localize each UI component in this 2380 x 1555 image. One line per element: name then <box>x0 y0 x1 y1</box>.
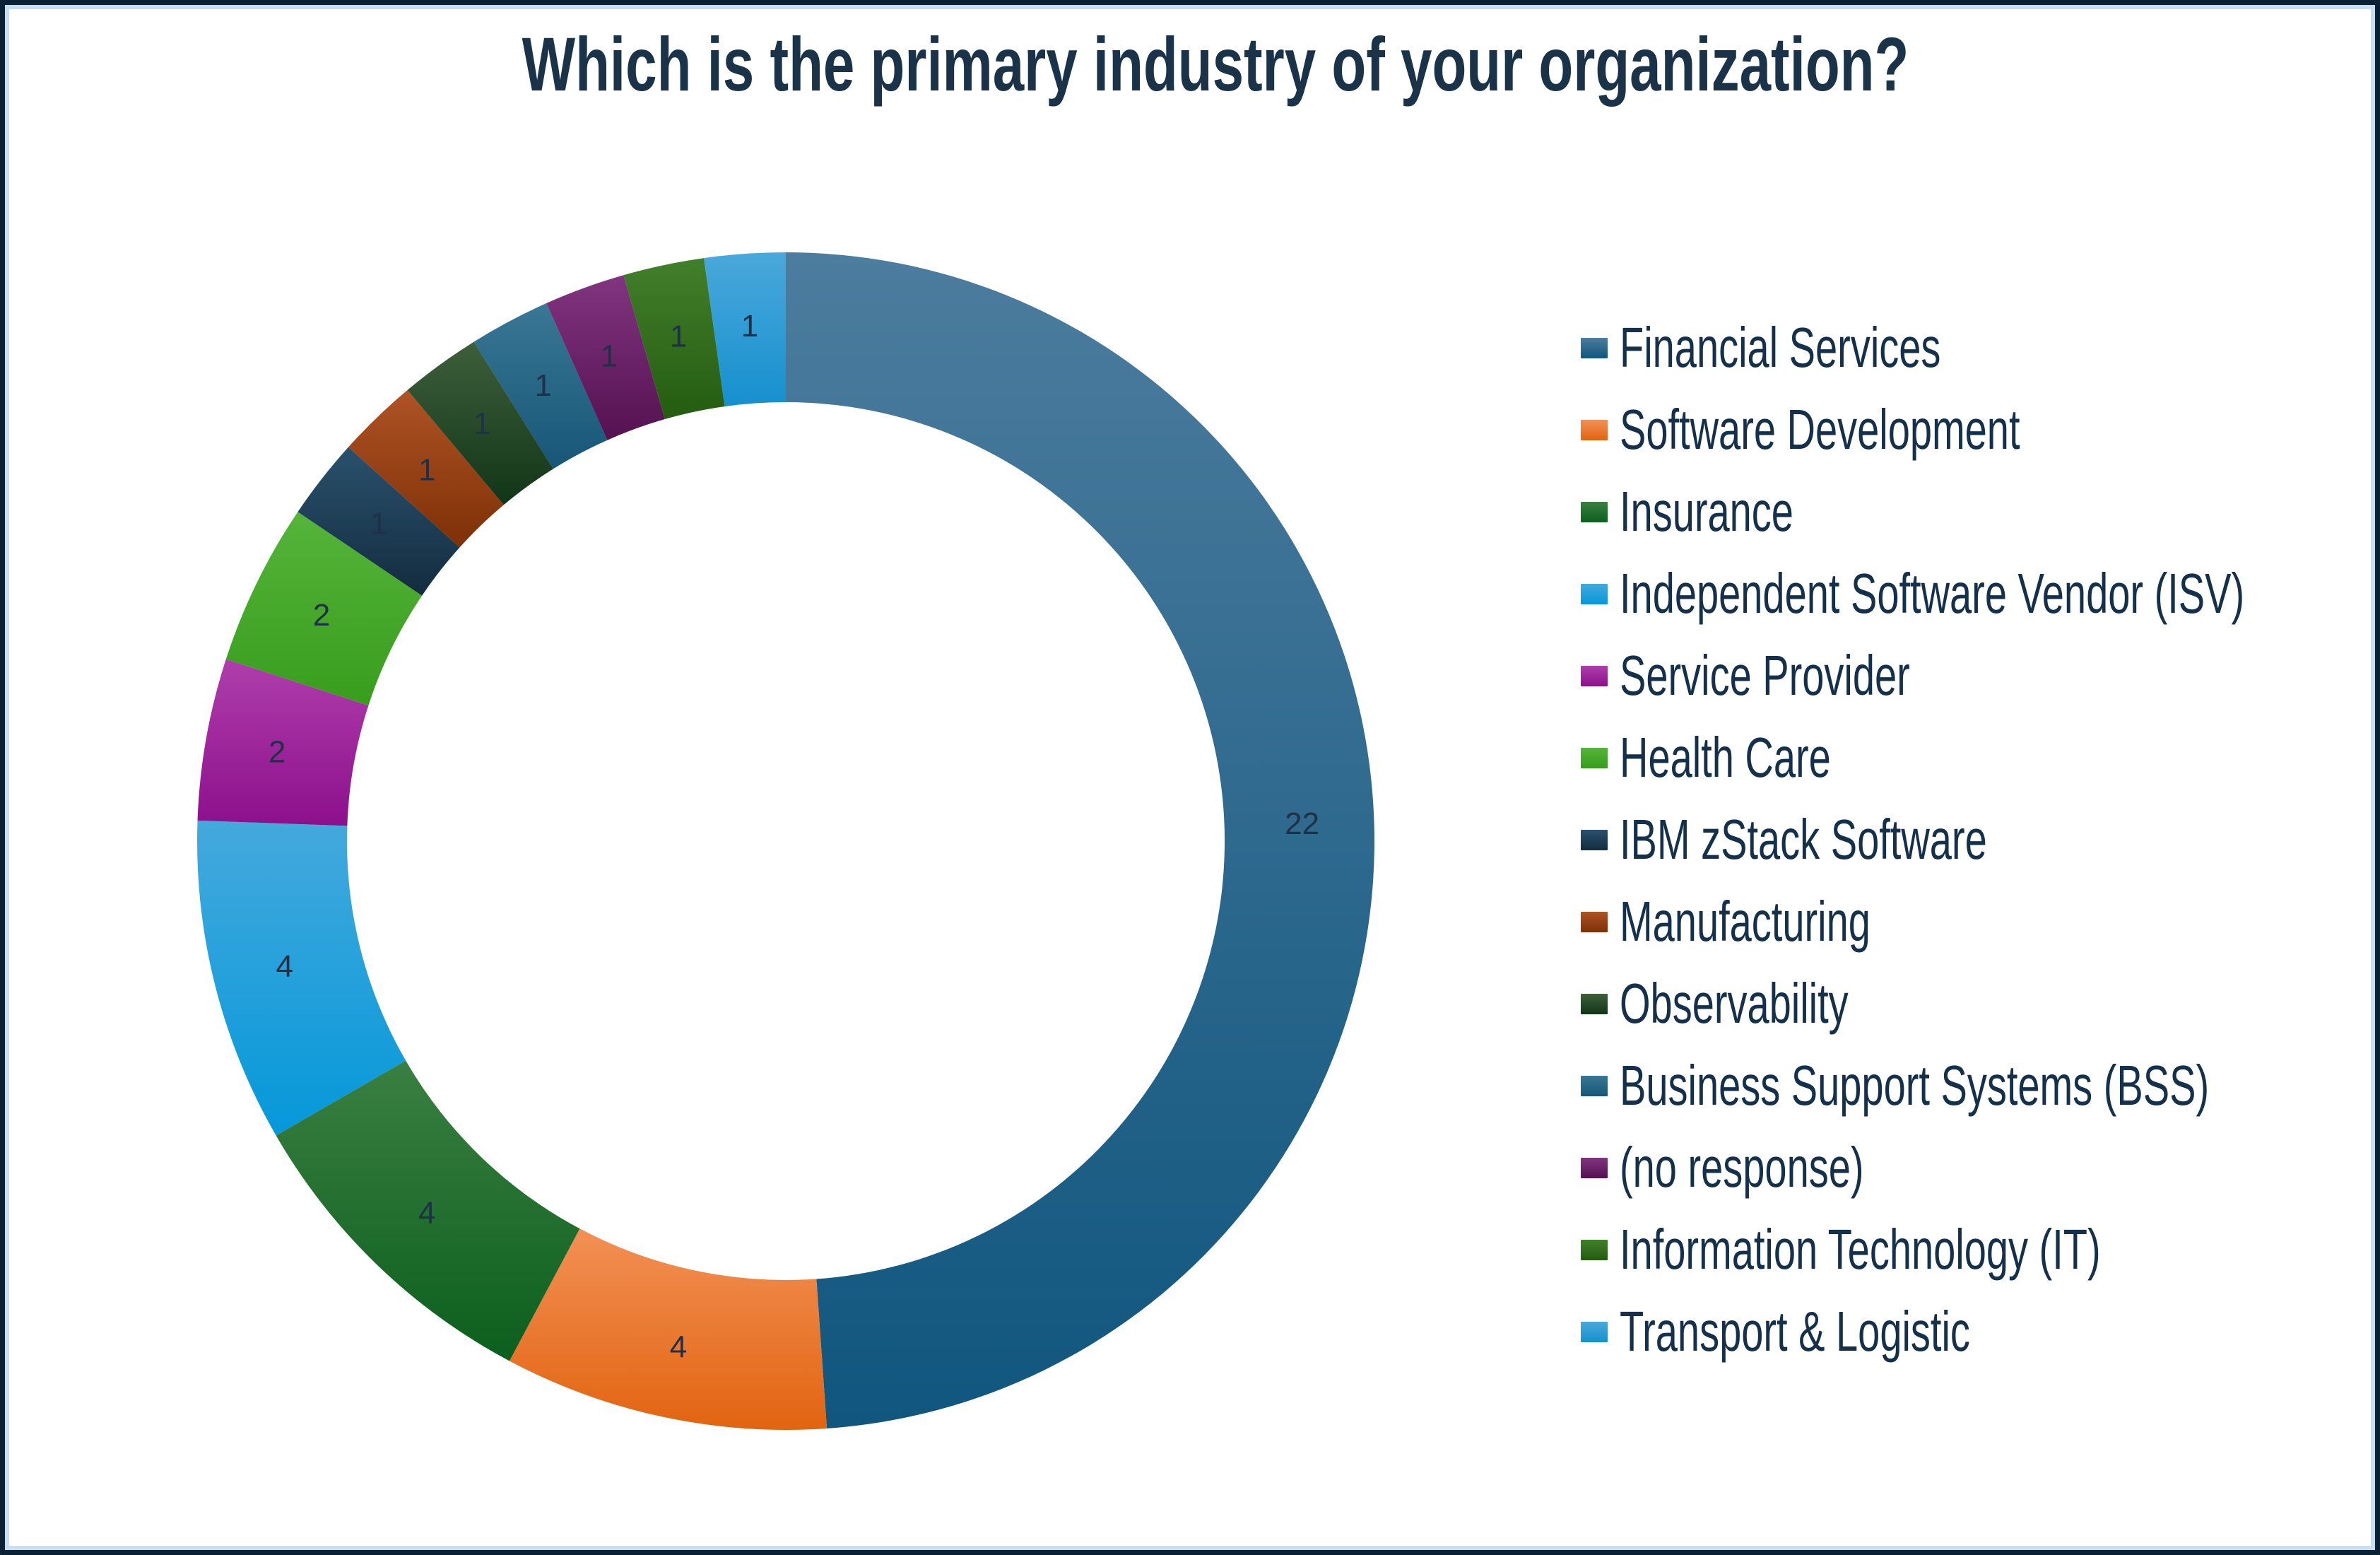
legend-label: Financial Services <box>1620 316 1941 379</box>
donut-slice-financial-services <box>786 252 1374 1428</box>
slice-value-label-transport-logistic: 1 <box>741 309 758 344</box>
donut-slice-insurance <box>276 1060 580 1361</box>
legend-swatch-icon <box>1581 501 1608 522</box>
legend-swatch-icon <box>1581 665 1608 686</box>
legend-label: (no response) <box>1620 1136 1864 1199</box>
legend-item-health-care: Health Care <box>1581 717 2380 799</box>
legend-swatch-icon <box>1581 419 1608 440</box>
slice-value-label-insurance: 4 <box>418 1196 435 1231</box>
legend-label: Manufacturing <box>1620 890 1871 953</box>
slice-value-label-business-support-systems-bss: 1 <box>535 368 552 403</box>
legend-swatch-icon <box>1581 747 1608 768</box>
slice-value-label-observability: 1 <box>473 406 490 441</box>
legend-item-software-development: Software Development <box>1581 389 2380 471</box>
legend-swatch-icon <box>1581 583 1608 604</box>
legend-label: Transport & Logistic <box>1620 1300 1970 1363</box>
donut-slices <box>197 252 1374 1430</box>
legend-item-no-response: (no response) <box>1581 1127 2380 1209</box>
legend-label: Observability <box>1620 972 1849 1035</box>
slice-value-label-no-response: 1 <box>601 339 618 374</box>
chart-title: Which is the primary industry of your or… <box>522 21 1909 107</box>
donut-slice-service-provider <box>197 659 369 826</box>
slice-value-label-financial-services: 22 <box>1285 806 1319 841</box>
slice-value-label-information-technology-it: 1 <box>670 319 687 353</box>
legend-item-independent-software-vendor-isv: Independent Software Vendor (ISV) <box>1581 553 2380 635</box>
donut-slice-information-technology-it <box>623 258 725 420</box>
legend-swatch-icon <box>1581 1075 1608 1096</box>
donut-slice-health-care <box>225 512 423 706</box>
legend-swatch-icon <box>1581 993 1608 1014</box>
slice-value-label-health-care: 2 <box>313 598 330 633</box>
donut-slice-observability <box>407 341 553 505</box>
legend-label: Health Care <box>1620 726 1831 789</box>
slice-value-label-independent-software-vendor-isv: 4 <box>276 949 293 984</box>
legend-swatch-icon <box>1581 911 1608 932</box>
legend-label: Independent Software Vendor (ISV) <box>1620 562 2245 625</box>
donut-slice-independent-software-vendor-isv <box>197 820 406 1136</box>
legend-item-information-technology-it: Information Technology (IT) <box>1581 1209 2380 1291</box>
legend-item-ibm-zstack-software: IBM zStack Software <box>1581 799 2380 881</box>
legend-swatch-icon <box>1581 1239 1608 1260</box>
donut-slice-business-support-systems-bss <box>473 303 608 469</box>
legend-swatch-icon <box>1581 829 1608 850</box>
legend-item-insurance: Insurance <box>1581 471 2380 553</box>
legend-swatch-icon <box>1581 1157 1608 1178</box>
legend-item-observability: Observability <box>1581 963 2380 1045</box>
legend-swatch-icon <box>1581 1321 1608 1342</box>
legend-label: Information Technology (IT) <box>1620 1218 2101 1281</box>
legend-label: Business Support Systems (BSS) <box>1620 1054 2210 1117</box>
slice-value-label-software-development: 4 <box>670 1330 687 1364</box>
donut-slice-transport-logistic <box>704 252 786 407</box>
donut-slice-software-development <box>509 1228 827 1430</box>
legend-swatch-icon <box>1581 337 1608 358</box>
legend-item-service-provider: Service Provider <box>1581 635 2380 717</box>
donut-slice-manufacturing <box>348 389 504 548</box>
legend-item-transport-logistic: Transport & Logistic <box>1581 1291 2380 1373</box>
slice-value-label-manufacturing: 1 <box>418 453 435 488</box>
legend-label: Software Development <box>1620 398 2020 461</box>
legend-item-manufacturing: Manufacturing <box>1581 881 2380 963</box>
chart-legend: Financial Services Software Development In… <box>1581 307 2380 1373</box>
slice-value-label-ibm-zstack-software: 1 <box>370 506 387 541</box>
legend-label: IBM zStack Software <box>1620 808 1987 871</box>
legend-item-business-support-systems-bss: Business Support Systems (BSS) <box>1581 1045 2380 1127</box>
slice-value-label-service-provider: 2 <box>269 735 285 770</box>
donut-slice-no-response <box>546 275 665 440</box>
legend-label: Service Provider <box>1620 644 1910 707</box>
legend-item-financial-services: Financial Services <box>1581 307 2380 389</box>
legend-label: Insurance <box>1620 480 1793 543</box>
donut-slice-ibm-zstack-software <box>298 447 460 596</box>
